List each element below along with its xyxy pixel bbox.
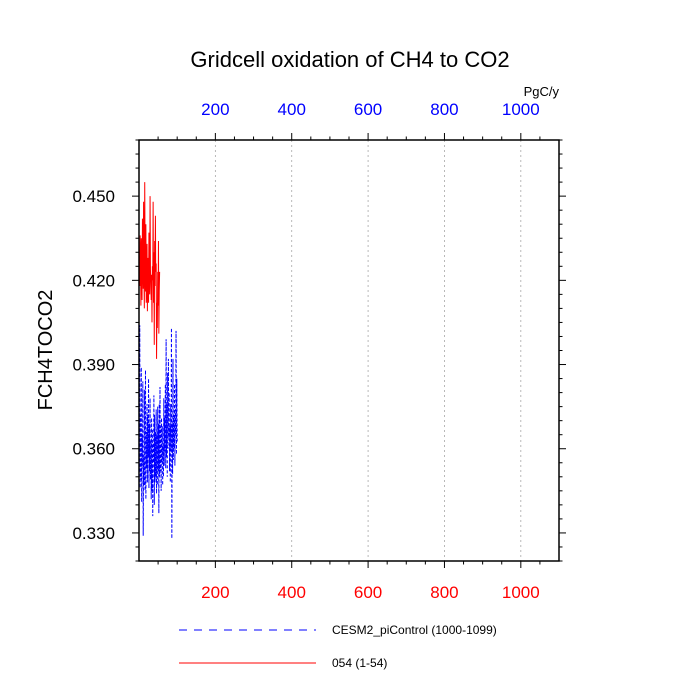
series-line-1 xyxy=(138,182,161,359)
legend: CESM2_piControl (1000-1099) 054 (1-54) xyxy=(179,623,497,670)
axis-tick-labels: 200 200 400 400 600 600 800 800 1000 1000 0.330 0.3… xyxy=(72,100,539,602)
series-layer xyxy=(138,182,178,539)
x-tick-label-top-1: 400 xyxy=(278,100,306,119)
x-tick-label-top-2: 600 xyxy=(354,100,382,119)
y-tick-label-4: 0.450 xyxy=(72,187,115,206)
plot-frame xyxy=(138,139,560,562)
x-tick-label-bottom-1: 400 xyxy=(278,583,306,602)
y-axis-label: FCH4TOCO2 xyxy=(35,290,57,411)
legend-label-054: 054 (1-54) xyxy=(332,656,387,670)
y-tick-label-3: 0.420 xyxy=(72,271,115,290)
x-tick-label-bottom-0: 200 xyxy=(201,583,229,602)
y-tick-label-2: 0.390 xyxy=(72,356,115,375)
series-line-0 xyxy=(138,325,178,539)
x-tick-label-top-0: 200 xyxy=(201,100,229,119)
x-tick-label-top-3: 800 xyxy=(430,100,458,119)
legend-label-cesm2-picontrol: CESM2_piControl (1000-1099) xyxy=(332,623,497,637)
y-tick-label-1: 0.360 xyxy=(72,440,115,459)
chart-title: Gridcell oxidation of CH4 to CO2 xyxy=(190,47,509,72)
units-label: PgC/y xyxy=(524,84,560,99)
x-tick-label-top-4: 1000 xyxy=(502,100,540,119)
axis-ticks xyxy=(132,133,566,568)
x-tick-label-bottom-2: 600 xyxy=(354,583,382,602)
y-tick-label-0: 0.330 xyxy=(72,524,115,543)
x-tick-label-bottom-4: 1000 xyxy=(502,583,540,602)
grid-lines xyxy=(214,140,522,561)
x-tick-label-bottom-3: 800 xyxy=(430,583,458,602)
